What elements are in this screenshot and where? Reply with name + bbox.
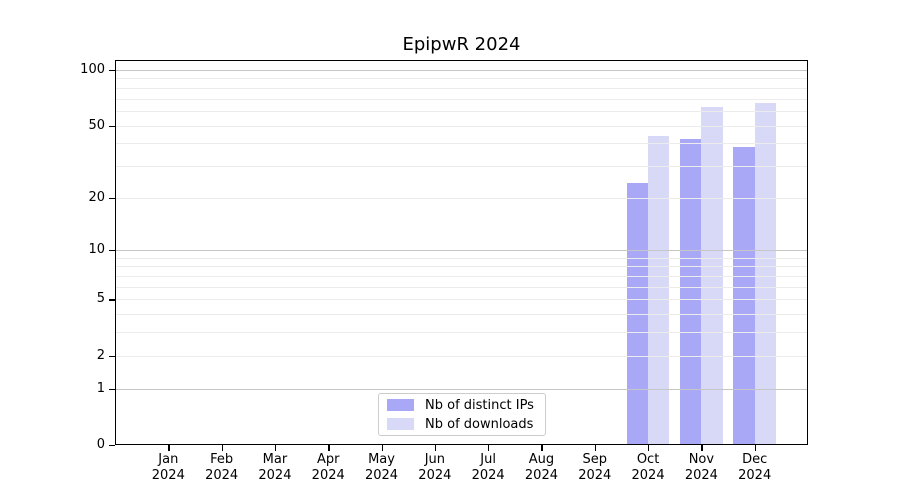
gridline-minor-90 [115, 78, 808, 80]
gridline-minor-4 [115, 314, 808, 316]
legend: Nb of distinct IPs Nb of downloads [378, 393, 546, 436]
plot-area [115, 60, 808, 445]
gridline-minor-3 [115, 332, 808, 334]
x-tick-label-oct: Oct 2024 [631, 452, 665, 483]
gridline-minor-40 [115, 143, 808, 145]
gridline-major-100 [115, 70, 808, 72]
gridline-minor-60 [115, 110, 808, 112]
bar-dec-downloads [754, 103, 776, 445]
x-tick-nov [701, 445, 703, 451]
x-tick-label-jan: Jan 2024 [151, 452, 185, 483]
legend-swatch-downloads-icon [387, 418, 414, 430]
bar-dec-distinct-ips [733, 147, 755, 445]
legend-label-distinct-ips: Nb of distinct IPs [425, 397, 534, 413]
y-tick-2 [109, 355, 115, 358]
y-tick-label-20: 20 [88, 189, 105, 205]
x-tick-aug [541, 445, 543, 451]
gridline-minor-5 [115, 299, 808, 301]
x-tick-label-may: May 2024 [364, 452, 399, 483]
x-tick-label-mar: Mar 2024 [258, 452, 292, 483]
chart-title: EpipwR 2024 [402, 34, 521, 55]
bar-nov-downloads [701, 107, 723, 445]
y-tick-50 [109, 125, 115, 127]
y-tick-5 [109, 299, 115, 301]
gridline-minor-7 [115, 276, 808, 278]
y-tick-label-10: 10 [88, 242, 105, 258]
y-tick-label-50: 50 [88, 117, 105, 133]
legend-item-downloads: Nb of downloads [387, 417, 537, 432]
y-tick-10 [109, 250, 115, 252]
gridline-minor-70 [115, 98, 808, 100]
x-tick-label-jul: Jul 2024 [471, 452, 505, 483]
y-tick-label-5: 5 [96, 291, 105, 307]
y-tick-100 [109, 70, 115, 72]
legend-label-downloads: Nb of downloads [425, 416, 534, 432]
x-tick-jan [168, 445, 170, 451]
x-tick-apr [328, 445, 330, 451]
x-tick-label-aug: Aug 2024 [524, 452, 558, 483]
x-tick-label-apr: Apr 2024 [311, 452, 345, 483]
y-tick-label-0: 0 [96, 437, 105, 452]
gridline-minor-8 [115, 266, 808, 268]
gridline-minor-80 [115, 87, 808, 89]
gridline-minor-30 [115, 165, 808, 167]
x-tick-oct [648, 445, 650, 451]
x-tick-label-nov: Nov 2024 [684, 452, 718, 483]
x-tick-label-feb: Feb 2024 [205, 452, 239, 483]
x-tick-feb [221, 445, 223, 451]
gridline-major-10 [115, 250, 808, 252]
x-tick-jul [488, 445, 490, 451]
y-tick-20 [109, 197, 115, 199]
gridline-major-1 [115, 388, 808, 390]
gridline-minor-6 [115, 286, 808, 288]
bar-nov-distinct-ips [680, 139, 702, 445]
legend-item-distinct-ips: Nb of distinct IPs [387, 398, 537, 413]
x-tick-may [381, 445, 383, 451]
gridline-minor-9 [115, 257, 808, 259]
x-tick-label-sep: Sep 2024 [578, 452, 612, 483]
legend-swatch-distinct-ips-icon [387, 399, 414, 411]
gridline-minor-50 [115, 125, 808, 127]
x-tick-mar [274, 445, 277, 451]
x-tick-label-dec: Dec 2024 [738, 452, 772, 483]
y-tick-1 [109, 388, 115, 390]
x-tick-dec [754, 445, 756, 451]
y-tick-label-1: 1 [96, 380, 105, 396]
y-tick-label-100: 100 [80, 62, 105, 77]
x-tick-label-jun: Jun 2024 [418, 452, 452, 483]
gridline-minor-20 [115, 197, 808, 199]
y-tick-0 [109, 445, 115, 447]
bar-oct-distinct-ips [626, 183, 649, 445]
y-tick-label-2: 2 [96, 347, 105, 363]
x-tick-sep [594, 445, 597, 451]
bar-oct-downloads [648, 135, 670, 445]
x-tick-jun [434, 445, 437, 451]
gridline-minor-2 [115, 355, 808, 357]
